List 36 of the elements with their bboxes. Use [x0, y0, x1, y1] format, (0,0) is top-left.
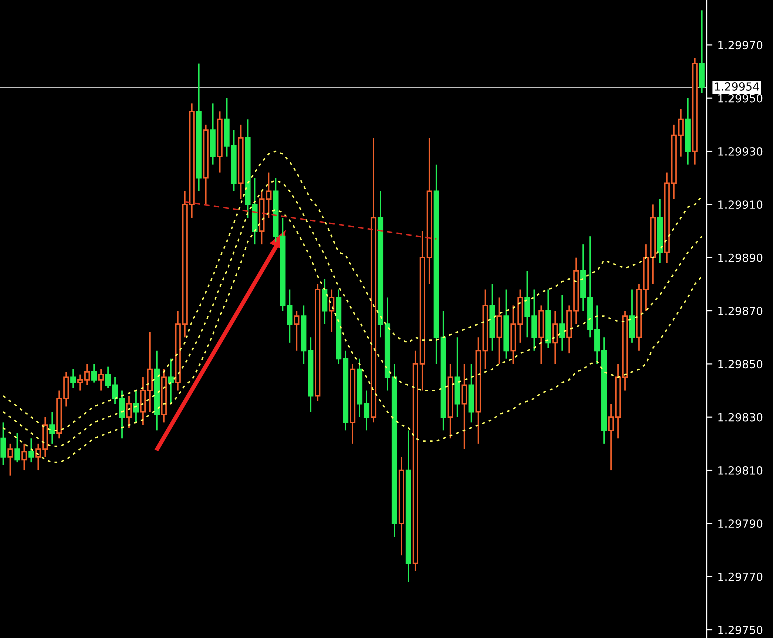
y-tick-label: 1.29970 [718, 41, 763, 50]
candlestick [329, 289, 335, 333]
y-tick-label: 1.29910 [718, 200, 763, 210]
candlestick [70, 368, 76, 389]
candlestick [168, 358, 174, 405]
candlestick [699, 10, 705, 94]
candlestick [14, 432, 20, 464]
candlestick [560, 294, 566, 352]
y-tick-label: 1.29870 [718, 307, 763, 316]
y-tick-label: 1.29890 [718, 254, 763, 262]
y-tick-label: 1.29950 [718, 94, 763, 103]
candlestick [0, 422, 6, 466]
candlestick [50, 411, 56, 445]
y-tick-label: 1.29930 [718, 148, 763, 156]
candlestick [629, 289, 636, 344]
candlestick [322, 278, 328, 326]
candlestick [496, 297, 502, 365]
y-tick-label: 1.29810 [718, 466, 763, 475]
y-tick-label: 1.29830 [718, 413, 763, 422]
candlestick [98, 368, 104, 392]
ref-line-label: 1.29954 [715, 82, 760, 91]
candlestick [8, 443, 14, 477]
candlestick [22, 443, 28, 472]
candlestick [126, 395, 132, 429]
candlestick [28, 438, 34, 464]
candlestick [133, 390, 140, 424]
y-tick-label: 1.29850 [718, 360, 763, 369]
candlestick [552, 310, 558, 365]
y-tick-label: 1.29770 [718, 572, 763, 582]
candlestick [294, 310, 300, 352]
y-tick-label: 1.29790 [718, 520, 763, 528]
candlestick [462, 363, 468, 450]
line-series [2, 209, 703, 464]
candlestick [92, 363, 98, 384]
y-tick-label: 1.29750 [718, 626, 763, 634]
line-series [2, 180, 703, 448]
